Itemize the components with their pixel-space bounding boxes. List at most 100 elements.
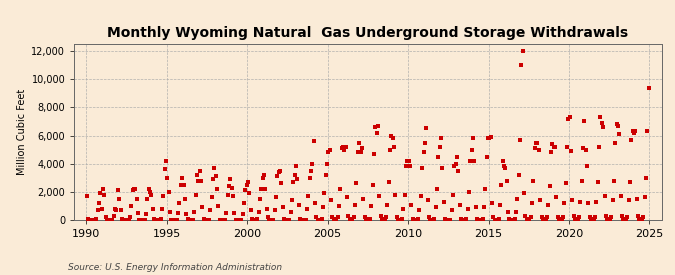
Point [509,217,520,221]
Point [591,199,602,204]
Point [619,218,630,222]
Point [475,218,485,222]
Point [533,147,544,152]
Point [313,218,324,222]
Point [468,136,479,141]
Point [306,169,317,173]
Point [273,170,284,174]
Point [142,197,153,201]
Point [283,218,294,222]
Point [500,166,511,170]
Point [343,214,354,218]
Point [525,215,536,219]
Point [473,218,484,222]
Point [204,218,215,222]
Point [170,218,181,222]
Point [539,218,549,222]
Point [370,125,381,129]
Point [181,212,192,217]
Point [288,180,299,184]
Point [528,178,539,183]
Point [354,140,364,145]
Point [148,216,159,221]
Point [281,218,292,222]
Point [563,116,574,121]
Point [628,131,639,135]
Point [437,166,448,170]
Point [421,126,431,131]
Point [477,216,488,221]
Point [180,197,190,201]
Point [194,169,205,173]
Point [234,218,245,222]
Point [580,147,591,152]
Point [193,178,204,183]
Point [605,216,616,221]
Point [483,136,493,141]
Point [101,215,111,219]
Point [449,164,460,169]
Point [363,216,374,221]
Point [237,212,248,217]
Point [127,188,138,192]
Point [120,218,131,222]
Point [508,218,519,222]
Point [423,215,434,219]
Point [526,201,537,205]
Point [296,218,307,222]
Point [300,218,311,222]
Point [537,218,548,222]
Point [319,191,329,196]
Point [529,146,540,150]
Point [279,216,290,221]
Point [470,205,481,210]
Point [618,218,628,222]
Point [392,215,402,219]
Point [567,198,578,202]
Point [431,187,442,191]
Point [184,218,194,222]
Point [435,136,446,141]
Point [339,147,350,152]
Point [585,215,595,219]
Point [246,216,257,221]
Point [452,155,462,159]
Point [286,209,296,214]
Point [242,180,253,184]
Point [446,208,457,212]
Point [418,150,429,155]
Point [521,218,532,222]
Point [347,216,358,221]
Point [583,201,594,205]
Point [356,146,367,150]
Point [397,216,408,221]
Point [299,218,310,222]
Point [578,146,589,150]
Point [131,197,142,201]
Point [87,218,98,222]
Point [507,218,518,222]
Point [481,155,492,159]
Point [185,218,196,222]
Point [373,123,383,128]
Point [442,218,453,222]
Point [371,131,382,135]
Point [338,145,348,149]
Point [192,173,202,177]
Point [161,159,171,163]
Point [359,215,370,219]
Point [174,201,185,205]
Point [522,218,533,222]
Point [438,199,449,204]
Point [480,187,491,191]
Point [382,202,393,207]
Point [138,218,148,222]
Point [166,218,177,222]
Point [627,129,638,133]
Point [466,147,477,152]
Point [244,191,254,196]
Point [414,208,425,212]
Point [117,216,128,221]
Point [404,159,414,163]
Point [450,161,461,166]
